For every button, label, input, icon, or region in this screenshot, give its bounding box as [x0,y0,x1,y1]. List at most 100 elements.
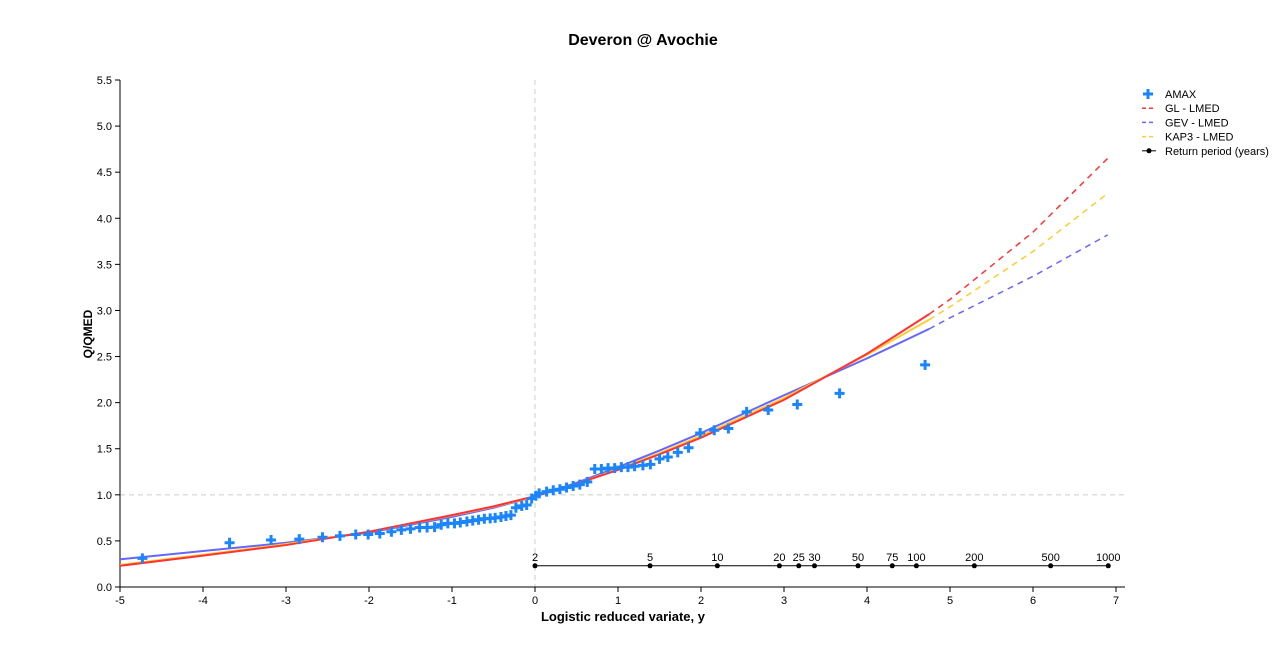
return-period-label: 10 [711,552,723,564]
gev-curve-extrapolated [928,234,1109,330]
amax-point [654,453,665,464]
amax-point [645,459,656,470]
x-tick-label: 5 [947,595,953,607]
return-period-label: 20 [773,552,785,564]
legend-return-period-dot [1146,148,1152,154]
return-period-marker [855,563,861,569]
y-tick-label: 1.5 [97,444,112,456]
amax-point [554,484,565,495]
x-tick-label: 0 [532,595,538,607]
y-tick-label: 1.0 [97,490,112,502]
x-tick-label: -2 [364,595,374,607]
amax-point [317,532,328,543]
return-period-label: 25 [793,552,805,564]
amax-point [672,447,683,458]
amax-point [792,399,803,410]
return-period-label: 5 [647,552,653,564]
amax-point [521,499,532,510]
amax-point [695,428,706,439]
amax-point [374,528,385,539]
amax-point [350,529,361,540]
amax-point [574,479,585,490]
return-period-marker [532,563,538,569]
x-tick-label: -4 [198,595,208,607]
return-period-marker [889,563,895,569]
return-period-label: 200 [965,552,983,564]
y-tick-label: 0.5 [97,536,112,548]
x-tick-label: -3 [281,595,291,607]
kap3-curve-extrapolated [928,192,1109,321]
return-period-label: 30 [808,552,820,564]
x-tick-label: 7 [1113,595,1119,607]
gl-curve-fitted [119,313,930,567]
amax-point [224,537,235,548]
amax-point [334,530,345,541]
amax-point [582,476,593,487]
x-tick-label: -1 [447,595,457,607]
amax-point [386,526,397,537]
legend-label: Return period (years) [1165,146,1269,158]
amax-point [137,553,148,564]
return-period-marker [714,563,720,569]
return-period-marker [776,563,782,569]
return-period-label: 100 [907,552,925,564]
amax-point [405,523,416,534]
return-period-label: 2 [532,552,538,564]
amax-point [510,502,521,513]
gev-curve-fitted [119,327,930,561]
x-tick-label: 3 [781,595,787,607]
amax-point [266,534,277,545]
amax-point [534,488,545,499]
return-period-marker [913,563,919,569]
y-tick-label: 0.0 [97,582,112,594]
amax-point [662,452,673,463]
y-tick-label: 2.5 [97,352,112,364]
x-tick-label: 2 [698,595,704,607]
x-tick-label: 6 [1030,595,1036,607]
legend-label: AMAX [1165,89,1197,101]
legend-label: KAP3 - LMED [1165,132,1234,144]
amax-point [294,534,305,545]
legend-label: GL - LMED [1165,103,1220,115]
amax-point [505,510,516,521]
return-period-label: 1000 [1096,552,1120,564]
amax-point [683,442,694,453]
x-tick-label: 1 [615,595,621,607]
amax-point [763,405,774,416]
legend-amax-icon [1143,89,1153,99]
amax-point [709,425,720,436]
return-period-marker [647,563,653,569]
return-period-marker [1105,563,1111,569]
y-tick-label: 4.5 [97,167,112,179]
amax-point [723,423,734,434]
legend-label: GEV - LMED [1165,117,1229,129]
amax-point [834,388,845,399]
x-tick-label: 4 [864,595,870,607]
kap3-curve-fitted [119,318,930,566]
y-axis-label: Q/QMED [81,309,95,358]
y-tick-label: 3.0 [97,305,112,317]
x-tick-label: -5 [115,595,125,607]
y-tick-label: 5.5 [97,75,112,87]
return-period-label: 75 [886,552,898,564]
amax-point [363,529,374,540]
return-period-label: 50 [852,552,864,564]
amax-point [429,522,440,533]
x-axis-label: Logistic reduced variate, y [541,609,706,624]
return-period-marker [796,563,802,569]
amax-point [396,524,407,535]
amax-point [741,406,752,417]
legend: AMAX GL - LMED GEV - LMED KAP3 - LMED Return… [1142,89,1269,158]
gl-curve-extrapolated [928,157,1109,315]
return-period-marker [1048,563,1054,569]
y-tick-label: 2.0 [97,398,112,410]
return-period-marker [811,563,817,569]
y-tick-label: 5.0 [97,121,112,133]
y-tick-label: 3.5 [97,259,112,271]
return-period-marker [971,563,977,569]
chart-title: Deveron @ Avochie [568,32,718,49]
y-tick-label: 4.0 [97,213,112,225]
return-period-label: 500 [1041,552,1059,564]
amax-point [920,359,931,370]
